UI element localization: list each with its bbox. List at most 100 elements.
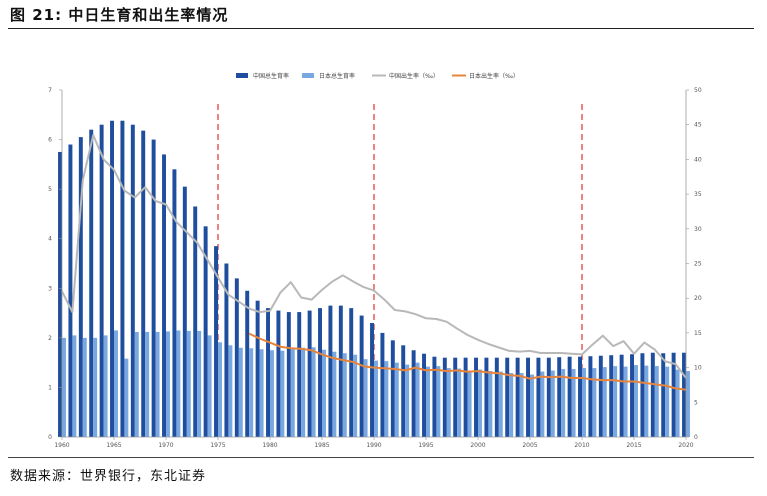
bar-china-1960 (58, 151, 62, 437)
legend-swatch-0 (236, 73, 248, 78)
bar-japan-2019 (675, 369, 680, 437)
bar-japan-1979 (259, 349, 264, 437)
bar-china-1987 (338, 305, 343, 437)
y-right-tick-label: 0 (694, 434, 698, 441)
bar-japan-1975 (218, 342, 222, 437)
bar-china-1976 (224, 263, 229, 437)
bar-japan-1982 (290, 349, 295, 437)
bar-china-2003 (505, 357, 510, 437)
bar-china-1967 (130, 124, 135, 437)
bar-china-2008 (557, 357, 562, 437)
bar-china-2009 (567, 356, 572, 437)
y-right-tick-label: 20 (694, 295, 702, 302)
bar-japan-2005 (530, 374, 534, 437)
bar-china-1966 (120, 120, 125, 437)
bar-china-1998 (453, 357, 458, 437)
bar-china-1977 (234, 278, 239, 437)
y-right-tick-label: 10 (694, 365, 702, 372)
bar-china-1963 (89, 129, 94, 437)
bar-japan-2015 (634, 365, 638, 437)
bar-china-2016 (640, 353, 645, 437)
legend: 中国总生育率 日本总生育率 中国出生率（‰） 日本出生率（‰） (236, 72, 519, 80)
line-series (61, 134, 687, 391)
bar-japan-1983 (301, 347, 306, 437)
bar-japan-1964 (103, 335, 108, 437)
bar-china-1984 (307, 310, 312, 437)
bar-china-2006 (536, 357, 541, 437)
bar-japan-1996 (436, 366, 441, 437)
bar-china-1961 (68, 144, 73, 437)
bar-japan-1970 (166, 331, 170, 437)
bar-japan-2012 (602, 367, 607, 437)
bar-japan-1976 (228, 345, 233, 437)
bar-japan-2004 (519, 373, 524, 437)
bar-china-2004 (515, 357, 520, 437)
source-note: 数据来源：世界银行，东北证券 (10, 469, 207, 484)
bar-japan-1980 (270, 350, 274, 437)
bar-japan-1967 (134, 331, 139, 437)
y-left-tick-label: 4 (48, 236, 52, 243)
bar-japan-1965 (114, 330, 118, 437)
bar-china-2011 (588, 356, 593, 437)
bar-japan-1962 (82, 337, 87, 437)
bar-china-2014 (619, 354, 624, 437)
bar-japan-1992 (394, 362, 399, 437)
bar-china-1962 (78, 137, 83, 438)
bar-china-1970 (162, 154, 166, 437)
legend-swatch-1 (302, 73, 314, 78)
bar-japan-2017 (654, 366, 659, 437)
bar-china-1964 (99, 124, 104, 437)
bar-china-1991 (380, 332, 385, 437)
bar-china-1978 (245, 290, 250, 437)
bar-japan-1993 (405, 364, 410, 437)
line-china-birth-rate (61, 134, 687, 379)
bar-japan-1989 (363, 359, 368, 437)
legend-label-3: 日本出生率（‰） (469, 72, 519, 80)
bar-japan-1963 (93, 337, 98, 437)
x-tick-label: 1985 (314, 442, 329, 449)
bar-china-1968 (141, 130, 146, 438)
bar-japan-1994 (415, 362, 420, 437)
y-right-tick-label: 5 (694, 399, 698, 406)
bar-china-1974 (203, 226, 208, 437)
bar-china-1989 (359, 315, 364, 437)
bar-china-1990 (370, 322, 374, 437)
bar-japan-1999 (467, 370, 472, 437)
bar-china-1971 (172, 169, 177, 438)
bar-china-2013 (609, 355, 614, 437)
bar-japan-1973 (197, 330, 202, 437)
bar-china-1986 (328, 305, 333, 437)
legend-label-0: 中国总生育率 (253, 72, 289, 80)
y-left-tick-label: 1 (48, 384, 52, 391)
bar-japan-2003 (509, 373, 514, 437)
bar-china-2005 (526, 357, 530, 437)
x-tick-label: 1960 (54, 442, 69, 449)
bar-japan-2010 (582, 368, 586, 437)
bar-japan-2013 (613, 366, 618, 437)
bar-china-1995 (422, 353, 426, 437)
bar-china-1979 (255, 300, 260, 437)
x-tick-label: 2015 (626, 442, 641, 449)
x-tick-label: 1990 (366, 442, 381, 449)
bar-japan-1985 (322, 349, 326, 437)
y-left-tick-label: 3 (48, 285, 52, 292)
bar-china-2001 (484, 357, 489, 437)
y-right-tick-label: 40 (694, 156, 702, 163)
bar-china-2010 (578, 356, 582, 437)
y-right-tick-label: 15 (694, 330, 702, 337)
y-right-tick-label: 35 (694, 191, 702, 198)
y-right-tick-label: 45 (694, 122, 702, 129)
y-left-tick-label: 7 (48, 87, 52, 94)
bar-china-1985 (318, 308, 322, 437)
bar-japan-2008 (561, 369, 566, 437)
x-tick-label: 1980 (262, 442, 277, 449)
legend-label-1: 日本总生育率 (319, 72, 355, 80)
bar-japan-1986 (332, 351, 337, 437)
policy-marker-lines (217, 104, 583, 437)
y-right-tick-label: 30 (694, 226, 702, 233)
y-left-tick-label: 6 (48, 137, 52, 144)
bar-japan-1960 (62, 337, 66, 437)
bar-japan-1991 (384, 361, 389, 437)
bar-japan-1972 (186, 330, 191, 437)
